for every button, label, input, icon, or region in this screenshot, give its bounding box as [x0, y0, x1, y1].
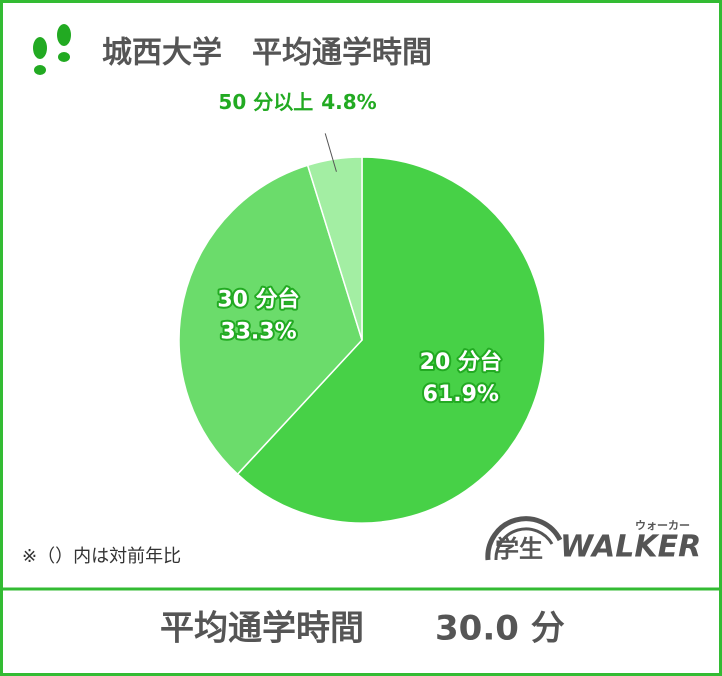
chart-title: 城西大学 平均通学時間	[102, 36, 432, 71]
logo: 学生 WALKER ウォーカー	[485, 516, 701, 565]
footprint-icon	[33, 24, 71, 75]
note: ※（）内は対前年比	[22, 546, 181, 567]
pie-slice	[178, 164, 363, 476]
logo-name: WALKER	[560, 530, 701, 565]
slice-category-label: 30 分台	[217, 287, 299, 313]
slice-category-label: 50 分以上	[218, 90, 313, 114]
slice-value-label: 61.9%	[423, 382, 499, 407]
pie-slice	[306, 156, 363, 341]
leader-line	[324, 133, 337, 172]
logo-prefix: 学生	[495, 535, 543, 563]
logo-ruby: ウォーカー	[635, 519, 690, 532]
slice-value-label: 4.8%	[321, 90, 376, 114]
slice-value-label: 33.3%	[220, 320, 296, 345]
slice-category-label: 20 分台	[420, 349, 502, 375]
footer-label: 平均通学時間	[160, 609, 364, 649]
footer-value: 30.0 分	[435, 609, 565, 649]
pie-slice	[236, 156, 546, 524]
